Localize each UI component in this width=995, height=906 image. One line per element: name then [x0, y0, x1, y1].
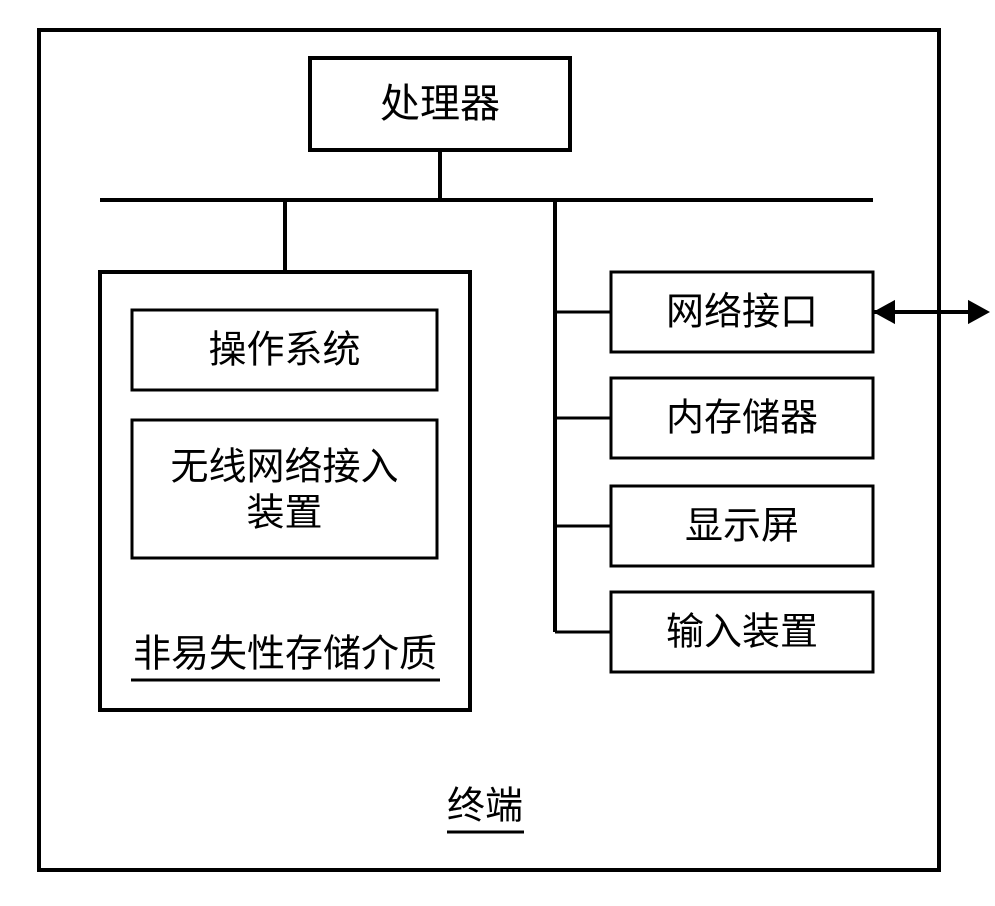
terminal-label: 终端: [447, 786, 523, 828]
wireless-box: [132, 420, 437, 558]
net-arrow-head-right: [968, 300, 990, 324]
os-label: 操作系统: [208, 330, 360, 372]
right-item-label-3: 输入装置: [666, 612, 818, 654]
right-item-label-1: 内存储器: [666, 398, 818, 440]
right-item-label-2: 显示屏: [685, 506, 799, 548]
right-item-label-0: 网络接口: [666, 292, 818, 334]
processor-label: 处理器: [380, 81, 500, 126]
wireless-label-1: 无线网络接入: [170, 447, 398, 489]
wireless-label-2: 装置: [246, 493, 322, 535]
nvstorage-label: 非易失性存储介质: [133, 634, 437, 676]
